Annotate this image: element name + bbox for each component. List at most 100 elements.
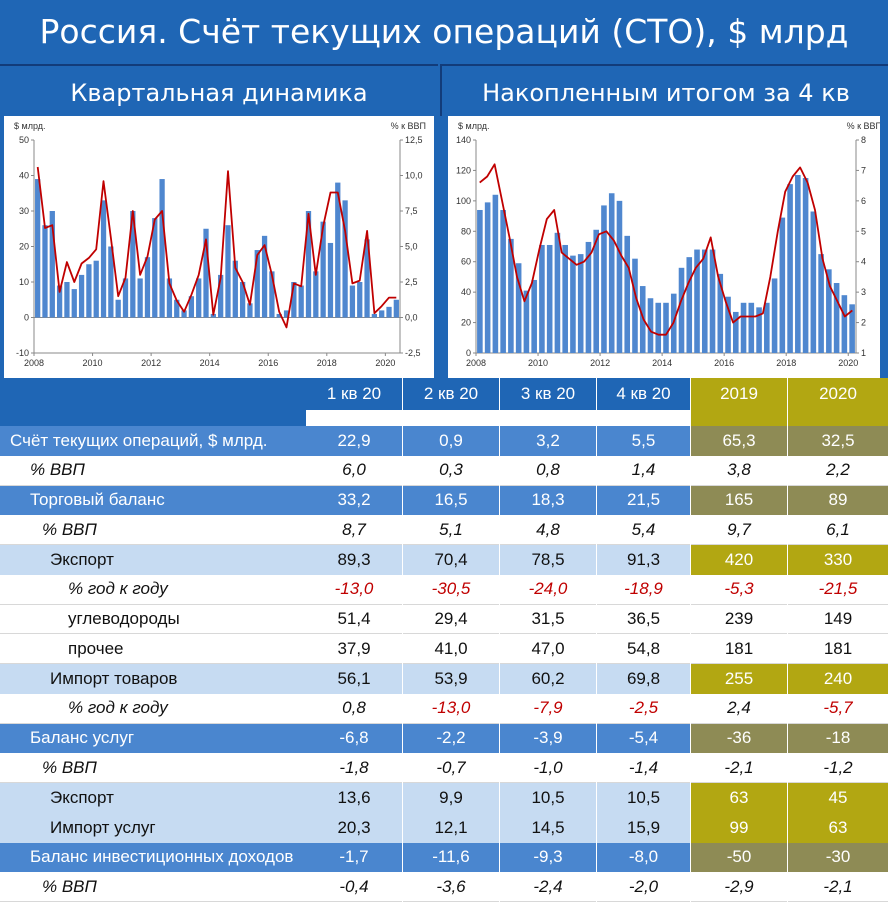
x-tick-label: 2012 [590, 358, 610, 368]
bar [477, 209, 483, 353]
page-title: Россия. Счёт текущих операций (СТО), $ м… [39, 12, 849, 51]
x-tick-label: 2018 [317, 358, 337, 368]
row-value: 330 [788, 545, 888, 575]
bar [585, 241, 592, 353]
table-row: % год к году -13,0 -30,5 -24,0 -18,9 -5,3 -21,… [0, 574, 888, 605]
row-value: 8,7 [306, 515, 402, 545]
row-value: -5,7 [788, 693, 888, 724]
row-value: 181 [691, 634, 787, 664]
right-chart-title: Накопленным итогом за 4 кв [440, 64, 888, 116]
row-label: % ВВП [0, 515, 306, 545]
x-tick-label: 2014 [652, 358, 672, 368]
bar [42, 225, 48, 318]
bar [779, 217, 786, 353]
bar [218, 274, 224, 318]
y2-tick-label: 7 [861, 165, 866, 175]
row-value: 9,9 [403, 783, 499, 813]
row-value: 239 [691, 604, 787, 635]
y-tick-label: 20 [461, 318, 471, 328]
row-value: -50 [691, 842, 787, 873]
bar [291, 282, 297, 318]
bar [523, 290, 530, 353]
y-tick-label: 80 [461, 226, 471, 236]
row-value: -2,2 [403, 723, 499, 754]
bar [841, 295, 848, 353]
spacer-cell [597, 410, 690, 426]
x-tick-label: 2012 [141, 358, 161, 368]
bar [364, 239, 370, 318]
bar [64, 282, 70, 318]
row-value: -18,9 [597, 574, 690, 605]
row-value: -2,5 [597, 693, 690, 724]
bar [35, 179, 41, 318]
row-value: 2,4 [691, 693, 787, 724]
y2-tick-label: 8 [861, 135, 866, 145]
bar [225, 225, 231, 318]
x-tick-label: 2014 [200, 358, 220, 368]
row-value: -7,9 [500, 693, 596, 724]
bar [210, 313, 216, 318]
left-axis-unit: $ млрд. [14, 121, 46, 131]
table-row: % ВВП 6,0 0,3 0,8 1,4 3,8 2,2 [0, 455, 888, 486]
row-value: -5,3 [691, 574, 787, 605]
row-value: -11,6 [403, 842, 499, 873]
y2-tick-label: 2,5 [405, 277, 418, 287]
row-value: 5,4 [597, 515, 690, 545]
bar [663, 302, 669, 353]
row-value: 13,6 [306, 783, 402, 813]
y-tick-label: 50 [19, 135, 29, 145]
bar [159, 179, 165, 318]
y2-tick-label: 4 [861, 257, 866, 267]
y2-tick-label: 2 [861, 318, 866, 328]
bar [795, 174, 801, 353]
row-value: 47,0 [500, 634, 596, 664]
y-tick-label: 140 [456, 135, 471, 145]
bar [181, 310, 187, 318]
bar [701, 249, 708, 353]
row-value: 6,0 [306, 455, 402, 486]
row-value: 65,3 [691, 426, 787, 456]
row-label: Импорт товаров [0, 664, 306, 694]
spacer-cell [403, 410, 499, 426]
row-value: -9,3 [500, 842, 596, 873]
bar [655, 302, 662, 353]
table-row: прочее 37,9 41,0 47,0 54,8 181 181 [0, 634, 888, 664]
y2-tick-label: 5 [861, 226, 866, 236]
bar [484, 202, 491, 353]
bar [686, 257, 693, 353]
row-value: 89 [788, 485, 888, 516]
row-value: -1,4 [597, 753, 690, 783]
row-value: -18 [788, 723, 888, 754]
row-value: -3,6 [403, 872, 499, 902]
row-value: 3,2 [500, 426, 596, 456]
bar [357, 282, 363, 318]
row-value: 32,5 [788, 426, 888, 456]
y-tick-label: 30 [19, 206, 29, 216]
gdp-share-line [36, 166, 397, 329]
spacer-cell [306, 410, 402, 426]
bar [100, 200, 107, 318]
table-header-cell: 2 кв 20 [403, 378, 499, 410]
y2-tick-label: 12,5 [405, 135, 423, 145]
bar [144, 257, 151, 318]
bar [56, 285, 63, 318]
bar [748, 302, 755, 353]
table-row: Торговый баланс 33,2 16,5 18,3 21,5 165 89 [0, 485, 888, 516]
bar [616, 200, 623, 353]
table-row: Баланс услуг -6,8 -2,2 -3,9 -5,4 -36 -18 [0, 723, 888, 754]
left-chart-title: Квартальная динамика [0, 64, 438, 116]
bar [531, 279, 537, 353]
bar [232, 260, 238, 318]
table-row: Экспорт 13,6 9,9 10,5 10,5 63 45 [0, 783, 888, 813]
table-row: % год к году 0,8 -13,0 -7,9 -2,5 2,4 -5,7 [0, 693, 888, 724]
bar [756, 307, 762, 353]
y2-tick-label: 7,5 [405, 206, 418, 216]
y-tick-label: -10 [16, 348, 29, 358]
bar [137, 278, 143, 318]
bar [327, 242, 334, 318]
left-axis-unit: $ млрд. [458, 121, 490, 131]
row-label: Баланс инвестиционных доходов [0, 842, 306, 873]
row-label: Экспорт [0, 545, 306, 575]
row-value: 63 [691, 783, 787, 813]
table-header-cell: 4 кв 20 [597, 378, 690, 410]
